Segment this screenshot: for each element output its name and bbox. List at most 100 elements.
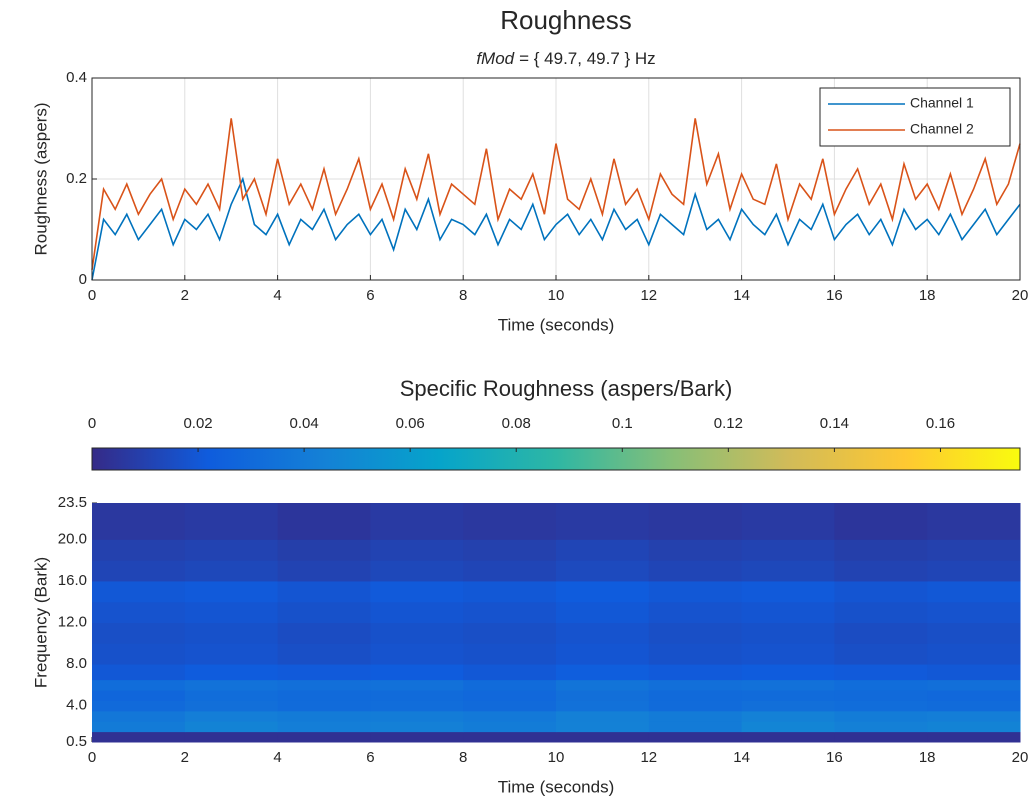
heatmap-cell xyxy=(184,622,279,644)
heatmap-cell xyxy=(463,539,557,561)
heatmap-cell xyxy=(277,700,371,712)
heatmap-cell xyxy=(184,679,279,691)
x-tick-label: 8 xyxy=(459,749,467,766)
heatmap-cell xyxy=(556,643,650,665)
x-tick-label: 18 xyxy=(919,749,936,766)
heatmap-cell xyxy=(184,710,279,722)
y-tick-label: 4.0 xyxy=(66,697,87,714)
heatmap-cell xyxy=(834,731,928,743)
heatmap-cell xyxy=(92,560,186,582)
x-tick-label: 14 xyxy=(733,287,750,304)
heatmap-cell xyxy=(834,700,928,712)
heatmap-cell xyxy=(741,679,835,691)
heatmap-cell xyxy=(92,622,186,644)
x-tick-label: 6 xyxy=(366,287,374,304)
heatmap-cell xyxy=(927,539,1021,561)
heatmap-cell xyxy=(370,721,464,733)
heatmap-cell xyxy=(277,503,371,540)
heatmap-cell xyxy=(463,643,557,665)
heatmap-cell xyxy=(741,539,835,561)
heatmap-cell xyxy=(463,731,557,743)
heatmap-cell xyxy=(927,664,1021,681)
heatmap-cell xyxy=(648,679,743,691)
heatmap-cell xyxy=(184,664,279,681)
heatmap-cell xyxy=(556,503,650,540)
heatmap-cell xyxy=(648,690,743,701)
x-tick-label: 10 xyxy=(548,287,565,304)
heatmap-cell xyxy=(370,690,464,701)
colorbar-tick-label: 0.12 xyxy=(714,415,743,432)
heatmap-cell xyxy=(927,560,1021,582)
heatmap-cell xyxy=(648,539,743,561)
heatmap-cell xyxy=(648,664,743,681)
x-tick-label: 4 xyxy=(273,749,281,766)
heatmap-cell xyxy=(92,721,186,733)
x-axis-label: Time (seconds) xyxy=(498,777,615,796)
heatmap-cell xyxy=(463,580,557,603)
heatmap-cell xyxy=(463,710,557,722)
heatmap-cell xyxy=(741,700,835,712)
legend-label: Channel 2 xyxy=(910,121,974,137)
y-tick-label: 0.5 xyxy=(66,733,87,750)
heatmap-cell xyxy=(277,643,371,665)
heatmap-cell xyxy=(277,679,371,691)
heatmap-cell xyxy=(834,710,928,722)
heatmap-cell xyxy=(834,622,928,644)
heatmap-cell xyxy=(277,622,371,644)
heatmap-cell xyxy=(370,710,464,722)
heatmap-cell xyxy=(92,690,186,701)
heatmap-cell xyxy=(92,643,186,665)
x-tick-label: 6 xyxy=(366,749,374,766)
heatmap-cell xyxy=(648,643,743,665)
y-tick-label: 16.0 xyxy=(58,572,87,589)
heatmap-cell xyxy=(741,690,835,701)
heatmap-cell xyxy=(741,643,835,665)
x-tick-label: 16 xyxy=(826,749,843,766)
heatmap-cell xyxy=(741,731,835,743)
heatmap-cell xyxy=(463,601,557,623)
heatmap-cell xyxy=(741,560,835,582)
heatmap-cell xyxy=(463,721,557,733)
heatmap-cell xyxy=(834,539,928,561)
heatmap-cell xyxy=(834,601,928,623)
heatmap-cell xyxy=(92,601,186,623)
colorbar-tick-label: 0 xyxy=(88,415,96,432)
heatmap-cell xyxy=(834,690,928,701)
x-tick-label: 20 xyxy=(1012,749,1029,766)
heatmap-cell xyxy=(463,700,557,712)
colorbar-tick-label: 0.06 xyxy=(396,415,425,432)
heatmap-cell xyxy=(741,503,835,540)
subtitle-italic: fMod xyxy=(476,49,514,68)
heatmap-cell xyxy=(370,731,464,743)
heatmap-cell xyxy=(370,700,464,712)
heatmap-cell xyxy=(834,721,928,733)
heatmap-cell xyxy=(277,731,371,743)
axes-box xyxy=(91,77,1021,281)
heatmap-cell xyxy=(741,601,835,623)
heatmap-cell xyxy=(741,580,835,603)
x-tick-label: 18 xyxy=(919,287,936,304)
y-tick-label: 20.0 xyxy=(58,530,87,547)
x-tick-label: 0 xyxy=(88,287,96,304)
colorbar-tick-label: 0.04 xyxy=(290,415,319,432)
x-axis-label: Time (seconds) xyxy=(498,315,615,334)
line-series xyxy=(91,176,1021,281)
heatmap-cell xyxy=(184,731,279,743)
heatmap-cell xyxy=(92,664,186,681)
y-tick-label: 0.2 xyxy=(66,170,87,187)
heatmap-cell xyxy=(556,622,650,644)
heatmap-cell xyxy=(834,643,928,665)
x-tick-label: 16 xyxy=(826,287,843,304)
heatmap-cell xyxy=(648,710,743,722)
heatmap-cell xyxy=(556,700,650,712)
heatmap-cell xyxy=(277,664,371,681)
y-tick-label: 8.0 xyxy=(66,655,87,672)
x-tick-label: 8 xyxy=(459,287,467,304)
heatmap-cell xyxy=(927,503,1021,540)
heatmap-cell xyxy=(556,690,650,701)
x-tick-label: 4 xyxy=(273,287,281,304)
heatmap-cell xyxy=(556,710,650,722)
heatmap-cell xyxy=(277,721,371,733)
heatmap-cell xyxy=(927,601,1021,623)
heatmap-cell xyxy=(370,664,464,681)
